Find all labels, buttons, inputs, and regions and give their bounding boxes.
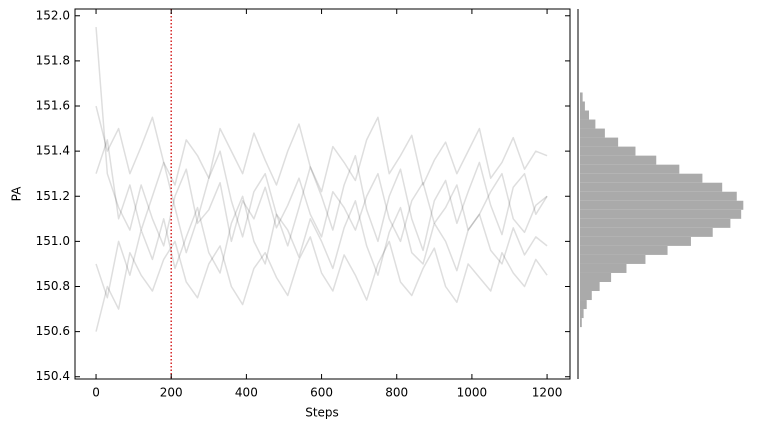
y-tick-label: 151.2 xyxy=(36,189,70,203)
y-tick-label: 150.4 xyxy=(36,369,70,383)
histogram-bar xyxy=(580,263,627,273)
histogram-bar xyxy=(580,218,731,228)
histogram-bar xyxy=(580,110,589,120)
histogram-bar xyxy=(580,254,646,264)
trace xyxy=(95,195,548,299)
histogram-bar xyxy=(580,318,582,328)
trace xyxy=(95,26,548,247)
histogram-bar xyxy=(580,209,742,219)
y-tick-label: 152.0 xyxy=(36,8,70,22)
y-tick-label: 151.6 xyxy=(36,99,70,113)
histogram-bar xyxy=(580,146,636,156)
histogram-bar xyxy=(580,137,619,147)
y-tick-label: 151.8 xyxy=(36,53,70,67)
y-tick-label: 150.6 xyxy=(36,324,70,338)
x-tick-label: 1200 xyxy=(532,386,563,400)
x-tick-label: 400 xyxy=(235,386,258,400)
trace xyxy=(95,236,548,332)
histogram-bar xyxy=(580,128,605,138)
histogram-bar xyxy=(580,200,744,210)
histogram-bar xyxy=(580,164,680,174)
histogram-bar xyxy=(580,191,737,201)
y-tick-label: 151.4 xyxy=(36,144,70,158)
x-axis-label: Steps xyxy=(305,406,339,420)
x-tick-label: 200 xyxy=(160,386,183,400)
x-tick-label: 800 xyxy=(385,386,408,400)
histogram-bar xyxy=(580,236,691,246)
histogram-bar xyxy=(580,173,703,183)
histogram-bar xyxy=(580,300,587,310)
histogram-bar xyxy=(580,227,713,237)
histogram-bar xyxy=(580,309,584,319)
trace xyxy=(95,105,548,193)
histogram-bar xyxy=(580,272,612,282)
histogram-bar xyxy=(580,92,583,102)
x-tick-label: 1000 xyxy=(457,386,488,400)
y-tick-label: 150.8 xyxy=(36,279,70,293)
histogram-bar xyxy=(580,245,668,255)
plot-frame xyxy=(74,8,571,380)
histogram-bar xyxy=(580,101,585,111)
histogram-bar xyxy=(580,281,600,292)
histogram-bar xyxy=(580,119,596,129)
x-tick-label: 600 xyxy=(310,386,333,400)
histogram-bar xyxy=(580,291,592,301)
y-tick-label: 151.0 xyxy=(36,234,70,248)
histogram-bar xyxy=(580,182,723,192)
histogram-bar xyxy=(580,155,657,165)
y-axis-label: PA xyxy=(10,186,24,201)
x-tick-label: 0 xyxy=(92,386,100,400)
